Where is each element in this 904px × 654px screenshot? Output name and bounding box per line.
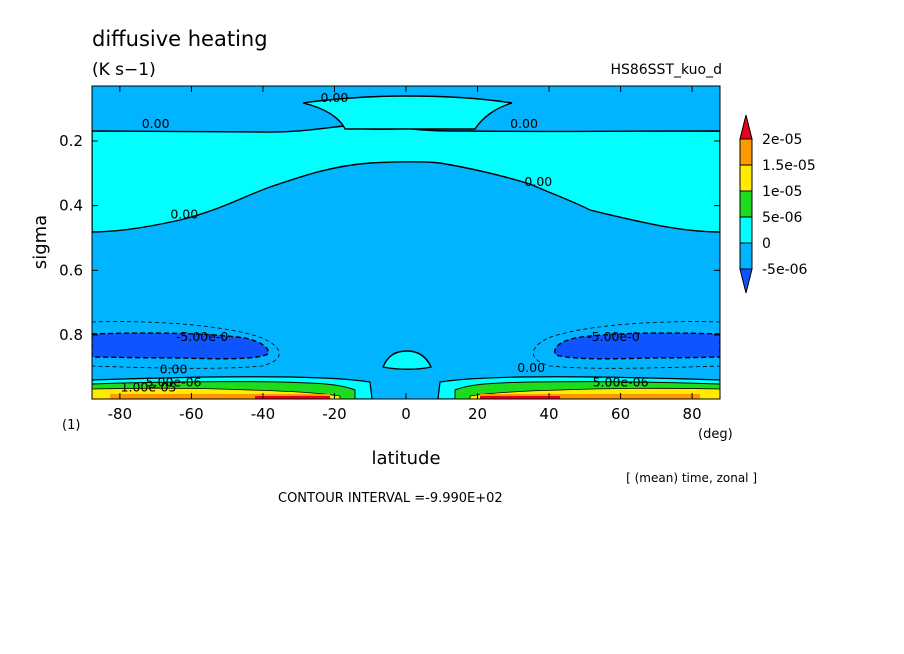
contour-label: 0.00 [321, 90, 349, 105]
contour-label: 0.00 [510, 116, 538, 131]
contour-label: 1.00e-05 [121, 379, 177, 394]
run-name: HS86SST_kuo_d [610, 62, 722, 78]
x-tick-label: -20 [322, 405, 347, 423]
y-axis-label: sigma [30, 215, 51, 269]
colorbar-segment [739, 138, 753, 166]
x-tick-label: -40 [251, 405, 276, 423]
fill-region-center-bump [382, 350, 432, 370]
contour-label: 5.00e-06 [593, 374, 649, 389]
colorbar-label: 1e-05 [762, 184, 802, 200]
chart-title: diffusive heating [92, 27, 268, 51]
contour-label: 0.00 [524, 174, 552, 189]
y-axis: 0.2 0.4 0.6 0.8 [59, 132, 720, 344]
y-tick-label: 0.2 [59, 132, 83, 150]
colorbar-label: 5e-06 [762, 210, 802, 226]
averaging-note: [ (mean) time, zonal ] [626, 471, 757, 485]
x-tick-label: -80 [108, 405, 133, 423]
contour-label: -5.00e-0 [587, 329, 640, 344]
y-tick-label: 0.4 [59, 197, 83, 215]
x-axis: -80 -60 -40 -20 0 20 40 60 80 [108, 86, 702, 423]
x-tick-label: 0 [401, 405, 411, 423]
y-tick-label: 0.6 [59, 261, 83, 279]
contour-label: 0.00 [517, 360, 545, 375]
colorbar-segment [739, 114, 753, 140]
colorbar-label: 2e-05 [762, 132, 802, 148]
colorbar-segment [739, 164, 753, 192]
colorbar-segment [739, 268, 753, 294]
x-axis-label: latitude [371, 448, 440, 469]
contour-interval-label: CONTOUR INTERVAL =-9.990E+02 [278, 491, 503, 506]
x-tick-label: -60 [179, 405, 204, 423]
x-tick-label: 80 [683, 405, 702, 423]
colorbar-label: -5e-06 [762, 262, 808, 278]
plot-area [92, 86, 720, 399]
colorbar-segment [739, 242, 753, 270]
colorbar-segment [739, 216, 753, 244]
fill-region-min-north [554, 332, 720, 360]
x-tick-label: 20 [468, 405, 487, 423]
colorbar: 2e-05 1.5e-05 1e-05 5e-06 0 -5e-06 [739, 114, 816, 294]
fill-region-red-north [480, 396, 560, 399]
contour-labels: 0.00 0.00 0.00 0.00 0.00 -5.00e-0 -5.00e-0 0.00… [121, 90, 649, 394]
y-tick-label: 0.8 [59, 326, 83, 344]
contour-label: 0.00 [160, 362, 188, 377]
contour-label: -5.00e-0 [176, 329, 229, 344]
colorbar-segment [739, 190, 753, 218]
x-units-label: (deg) [698, 427, 733, 442]
colorbar-label: 0 [762, 236, 771, 252]
contour-label: 0.00 [142, 116, 170, 131]
x-tick-label: 40 [540, 405, 559, 423]
fill-region-min-south [92, 332, 269, 360]
fill-region-upper-band [92, 125, 720, 233]
units-label: (K s−1) [92, 60, 156, 80]
contour-dashed-south [92, 321, 280, 369]
contour-label: 5.00e-06 [146, 374, 202, 389]
contour-label: 0.00 [170, 206, 198, 221]
contour-dashed-north [532, 321, 720, 369]
x-tick-label: 60 [611, 405, 630, 423]
colorbar-label: 1.5e-05 [762, 158, 816, 174]
y-index-label: (1) [62, 418, 80, 433]
fill-region-top-cap [302, 95, 513, 130]
fill-region-red-south [255, 396, 330, 399]
